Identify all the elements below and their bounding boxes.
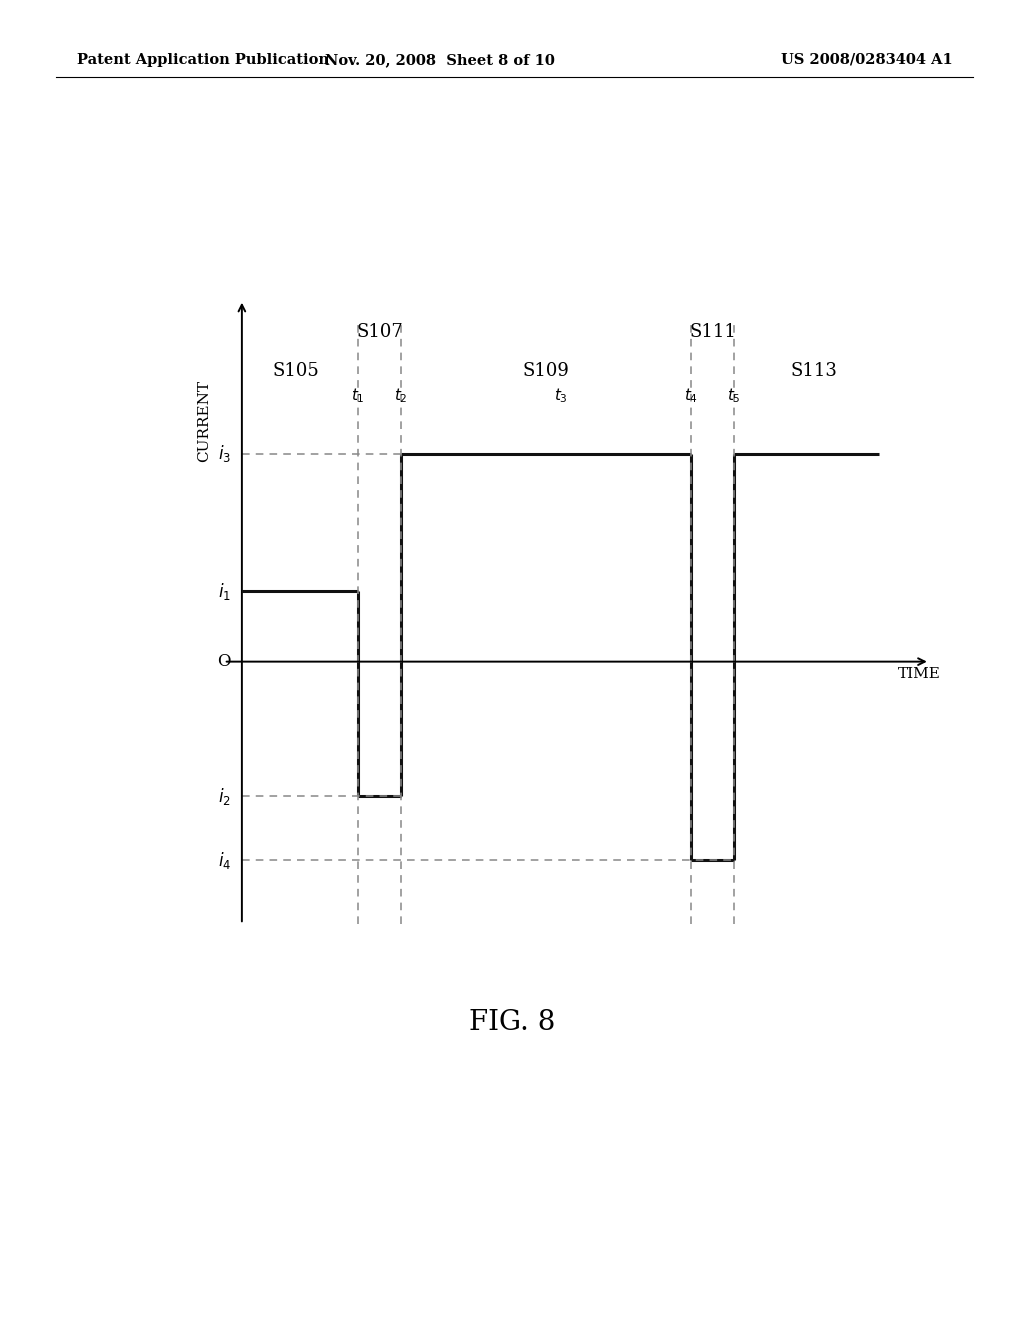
Text: $t_2$: $t_2$ — [394, 387, 408, 405]
Text: $i_3$: $i_3$ — [218, 444, 231, 465]
Text: FIG. 8: FIG. 8 — [469, 1010, 555, 1036]
Text: Nov. 20, 2008  Sheet 8 of 10: Nov. 20, 2008 Sheet 8 of 10 — [326, 53, 555, 67]
Text: S109: S109 — [522, 362, 569, 380]
Text: $t_1$: $t_1$ — [351, 387, 365, 405]
Text: Patent Application Publication: Patent Application Publication — [77, 53, 329, 67]
Text: $i_2$: $i_2$ — [218, 785, 231, 807]
Text: $i_4$: $i_4$ — [218, 850, 231, 871]
Text: O: O — [217, 653, 231, 671]
Text: US 2008/0283404 A1: US 2008/0283404 A1 — [780, 53, 952, 67]
Text: S105: S105 — [272, 362, 319, 380]
Text: $t_3$: $t_3$ — [554, 387, 567, 405]
Text: S111: S111 — [689, 323, 736, 342]
Text: S107: S107 — [356, 323, 402, 342]
Text: S113: S113 — [791, 362, 838, 380]
Text: $t_4$: $t_4$ — [684, 387, 697, 405]
Text: $t_5$: $t_5$ — [727, 387, 741, 405]
Text: $i_1$: $i_1$ — [218, 581, 231, 602]
Text: CURRENT: CURRENT — [198, 380, 211, 462]
Text: TIME: TIME — [897, 668, 940, 681]
